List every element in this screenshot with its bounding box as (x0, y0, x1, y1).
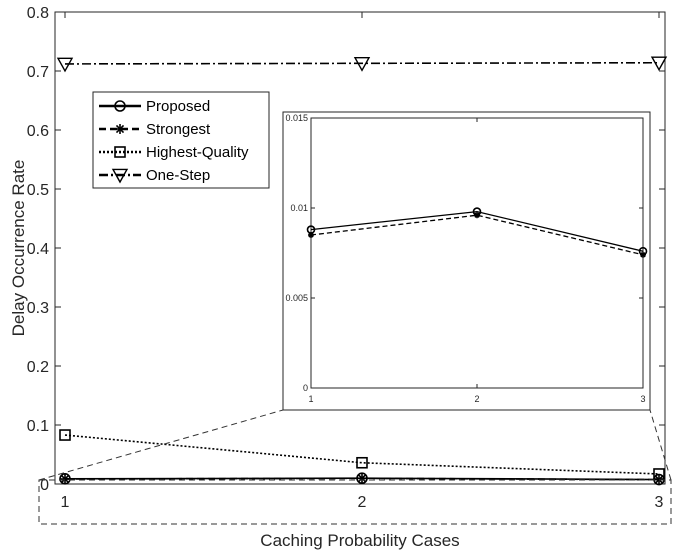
y-tick-label: 0.8 (27, 5, 49, 22)
y-tick-label: 0.7 (27, 64, 49, 81)
inset-y-tick-label: 0.015 (285, 113, 308, 123)
legend-marker-highest-quality (114, 146, 126, 158)
data-point-highest-quality (356, 456, 368, 469)
y-tick-label: 0 (40, 477, 49, 494)
inset-x-tick-label: 3 (640, 394, 645, 404)
data-point-one-step (650, 56, 668, 72)
legend-label-one-step: One-Step (146, 167, 210, 184)
inset-x-tick-label: 1 (308, 394, 313, 404)
inset-data-point-strongest (308, 232, 314, 238)
data-point-one-step (56, 57, 74, 73)
legend-label-highest-quality: Highest-Quality (146, 144, 249, 161)
x-tick-label: 2 (358, 494, 367, 511)
y-axis-label: Delay Occurrence Rate (9, 160, 28, 337)
zoom-guides (38, 409, 672, 525)
main-y-ticks: 0 0.1 0.2 0.3 0.4 0.5 0.6 0.7 0.8 (27, 5, 665, 494)
inset-x-tick-label: 2 (474, 394, 479, 404)
inset-y-tick-label: 0.01 (290, 203, 308, 213)
x-tick-label: 1 (61, 494, 70, 511)
y-tick-label: 0.3 (27, 300, 49, 317)
legend-marker-proposed (114, 100, 126, 112)
data-point-strongest (60, 473, 70, 484)
legend-box (92, 91, 270, 189)
legend-label-proposed: Proposed (146, 98, 210, 115)
data-point-strongest (357, 473, 367, 484)
legend: Proposed Strongest Highest-Quality One-Step (92, 91, 270, 189)
legend-marker-one-step (111, 168, 129, 184)
zoom-guide-left (38, 409, 284, 481)
data-point-highest-quality (653, 468, 665, 480)
zoom-guide-right (649, 409, 672, 481)
y-tick-label: 0.1 (27, 418, 49, 435)
legend-label-strongest: Strongest (146, 121, 211, 138)
inset-series-line-strongest (310, 214, 644, 256)
data-point-one-step (353, 57, 371, 72)
inset-data-point-strongest (474, 212, 480, 219)
x-tick-label: 3 (655, 494, 664, 511)
x-axis-label: Caching Probability Cases (260, 531, 459, 550)
y-tick-label: 0.2 (27, 359, 49, 376)
inset-y-tick-label: 0.005 (285, 293, 308, 303)
y-tick-label: 0.4 (27, 241, 49, 258)
inset-zoom-chart: 0 0.005 0.01 0.015 1 2 3 (282, 111, 651, 411)
inset-series-line-proposed (310, 210, 644, 252)
series-line-one-step (64, 61, 660, 65)
zoom-region-box (38, 479, 672, 525)
legend-marker-strongest (115, 124, 125, 134)
data-point-highest-quality (59, 429, 71, 441)
inset-y-tick-label: 0 (303, 383, 308, 393)
series-line-highest-quality (64, 434, 660, 475)
y-tick-label: 0.5 (27, 182, 49, 199)
y-tick-label: 0.6 (27, 123, 49, 140)
inset-frame (282, 111, 651, 411)
inset-data-point-strongest (640, 251, 646, 258)
